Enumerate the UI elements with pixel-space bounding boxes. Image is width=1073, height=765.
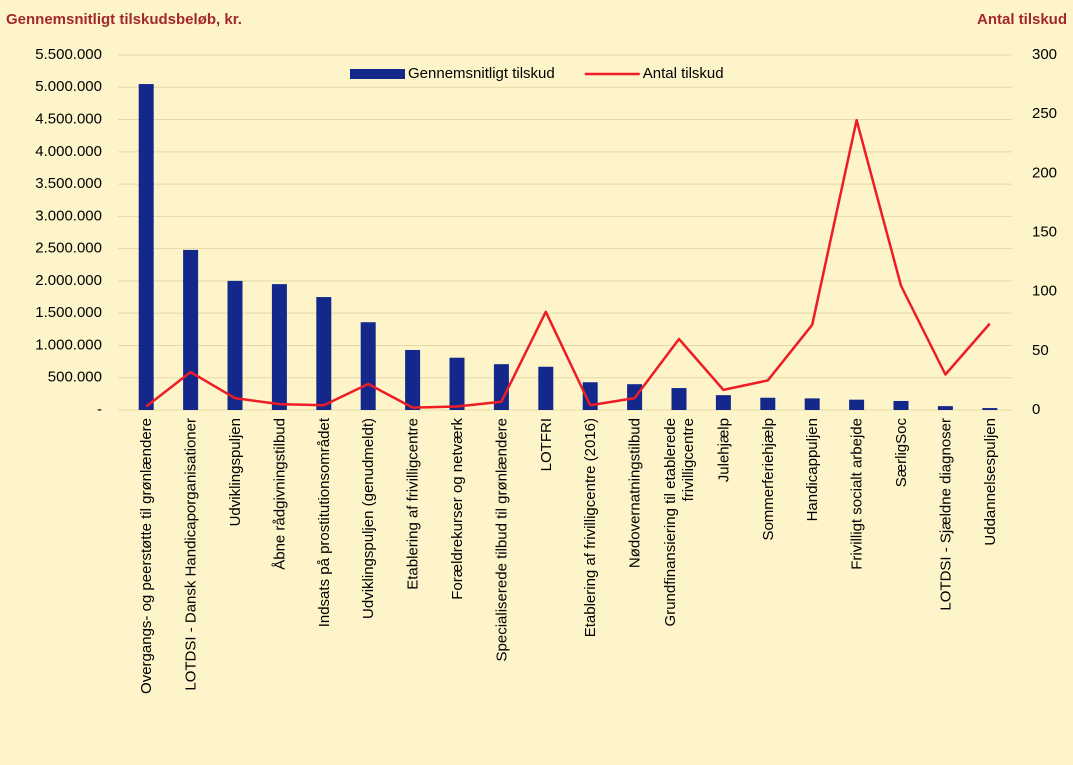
x-tick-label: Indsats på prostitutionsområdet (316, 417, 333, 627)
bar (360, 322, 376, 410)
y-tick-label: 2.000.000 (35, 272, 102, 289)
y-tick-label: 4.000.000 (35, 143, 102, 160)
y2-tick-label: 200 (1032, 164, 1057, 181)
y-tick-label: 500.000 (48, 369, 102, 386)
x-tick-label: Etablering af frivilligcentre (405, 418, 422, 590)
y2-tick-label: 0 (1032, 401, 1040, 418)
x-tick-label: Uddannelsespuljen (982, 418, 999, 546)
y2-tick-label: 300 (1032, 46, 1057, 63)
bar (937, 406, 953, 410)
bar (138, 84, 154, 410)
bar (271, 284, 287, 410)
bar (715, 395, 731, 410)
x-tick-label: Etablering af frivilligcentre (2016) (582, 418, 599, 637)
bar (316, 297, 332, 410)
y-tick-label: 1.000.000 (35, 336, 102, 353)
y2-axis-title: Antal tilskud (977, 11, 1067, 28)
y-tick-label: 2.500.000 (35, 240, 102, 257)
x-tick-label: Frivilligt socialt arbejde (849, 418, 866, 570)
x-tick-label: Åbne rådgivningstilbud (271, 418, 288, 570)
bar (804, 398, 820, 410)
y-tick-label: 5.000.000 (35, 78, 102, 95)
x-tick-label: LOTDSI - Sjældne diagnoser (937, 418, 954, 611)
bar (849, 399, 865, 410)
bar (671, 388, 687, 410)
x-tick-label: Sommerferiehjælp (760, 418, 777, 541)
x-tick-label: SærligSoc (893, 418, 910, 488)
y2-tick-label: 100 (1032, 283, 1057, 300)
bar (760, 397, 776, 410)
y2-tick-label: 150 (1032, 223, 1057, 240)
x-tick-label: Specialiserede tilbud til grønlændere (493, 418, 510, 661)
bar (405, 349, 421, 410)
y-tick-label: 3.000.000 (35, 207, 102, 224)
y-tick-label: 5.500.000 (35, 46, 102, 63)
x-tick-label: Udviklingspuljen (genudmeldt) (360, 418, 377, 619)
x-tick-label: LOTDSI - Dansk Handicaporganisationer (183, 418, 200, 691)
y2-tick-label: 50 (1032, 342, 1049, 359)
y-axis-title: Gennemsnitligt tilskudsbeløb, kr. (6, 11, 242, 28)
y-tick-label: 3.500.000 (35, 175, 102, 192)
bar (982, 408, 998, 410)
legend-swatch (350, 69, 405, 79)
y2-tick-label: 250 (1032, 105, 1057, 122)
x-tick-label: Overgangs- og peerstøtte til grønlændere (138, 418, 155, 694)
legend-label: Gennemsnitligt tilskud (408, 65, 555, 82)
x-tick-label: Grundfinansiering til etableredefrivilli… (662, 418, 697, 626)
x-tick-label: Julehjælp (715, 418, 732, 482)
bar (227, 280, 243, 410)
y-tick-label: - (97, 401, 102, 418)
legend-label: Antal tilskud (643, 65, 724, 82)
bar (183, 249, 199, 410)
x-tick-label: LOTFRI (538, 418, 555, 471)
bar (538, 366, 554, 410)
y-tick-label: 4.500.000 (35, 111, 102, 128)
x-tick-label: Udviklingspuljen (227, 418, 244, 526)
x-tick-label: Handicappuljen (804, 418, 821, 521)
bar (493, 364, 509, 410)
line (145, 118, 991, 409)
bar (582, 382, 598, 410)
y-tick-label: 1.500.000 (35, 304, 102, 321)
x-tick-label: Nødovernatningstilbud (627, 418, 644, 568)
bar (449, 357, 465, 410)
x-tick-label: Forældrekurser og netværk (449, 418, 466, 600)
bar (893, 400, 909, 410)
